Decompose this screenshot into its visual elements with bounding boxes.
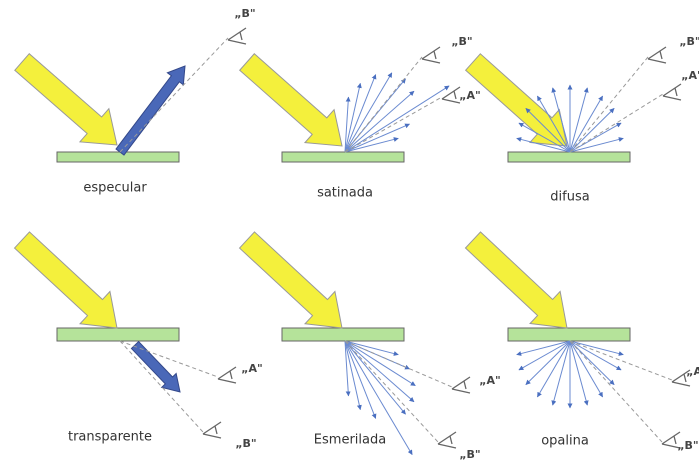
ray [345, 73, 392, 152]
eye-icon [663, 84, 681, 100]
eye-label: „A" [681, 69, 699, 82]
eye-icon [438, 432, 456, 448]
ray [345, 341, 406, 414]
eye-icon [442, 87, 460, 103]
sight-line [120, 38, 228, 152]
sight-line [120, 341, 203, 432]
eye-label: „A" [459, 89, 480, 102]
eye-label: „B" [677, 439, 698, 452]
eye-label: „B" [235, 437, 256, 450]
sight-line [570, 57, 648, 152]
eye-label: „A" [241, 362, 262, 375]
panel-label: satinada [317, 186, 373, 201]
eye-label: „A" [479, 374, 500, 387]
panel-label: especular [83, 181, 147, 196]
panel-label: Esmerilada [314, 433, 386, 448]
ray [570, 138, 623, 152]
panel-label: difusa [550, 190, 589, 205]
arrow [240, 54, 342, 146]
arrow [240, 232, 342, 328]
sight-line [570, 94, 663, 152]
sight-line [570, 341, 672, 380]
eye-icon [218, 367, 236, 383]
sight-line [345, 97, 442, 152]
eye-label: „B" [459, 448, 480, 461]
arrow [15, 54, 117, 145]
surface [57, 328, 179, 341]
surface [57, 152, 179, 162]
diagram: „B" especular „B" „A" satinada „B" „A" difusa „A… [0, 0, 699, 462]
ray [570, 341, 623, 355]
eye-icon [422, 47, 440, 63]
sight-line [345, 341, 438, 442]
ray [345, 86, 449, 152]
eye-label: „B" [451, 35, 472, 48]
eye-icon [228, 28, 246, 44]
eye-label: „A" [686, 365, 699, 378]
surface [282, 328, 404, 341]
eye-label: „B" [234, 7, 255, 20]
ray [570, 341, 587, 405]
sight-line [345, 341, 452, 387]
arrow [466, 54, 567, 146]
eye-label: „B" [679, 35, 699, 48]
panel-label: opalina [541, 434, 589, 449]
eye-icon [648, 47, 666, 63]
surface [282, 152, 404, 162]
ray [553, 341, 570, 405]
arrow [465, 232, 567, 328]
surface [508, 152, 630, 162]
panel-label: transparente [68, 430, 152, 445]
ray [517, 341, 570, 355]
surface [508, 328, 630, 341]
eye-icon [203, 422, 221, 438]
arrow [131, 342, 180, 392]
arrow [15, 232, 117, 328]
eye-icon [452, 377, 470, 393]
arrow [116, 66, 185, 155]
sight-line [120, 341, 218, 377]
